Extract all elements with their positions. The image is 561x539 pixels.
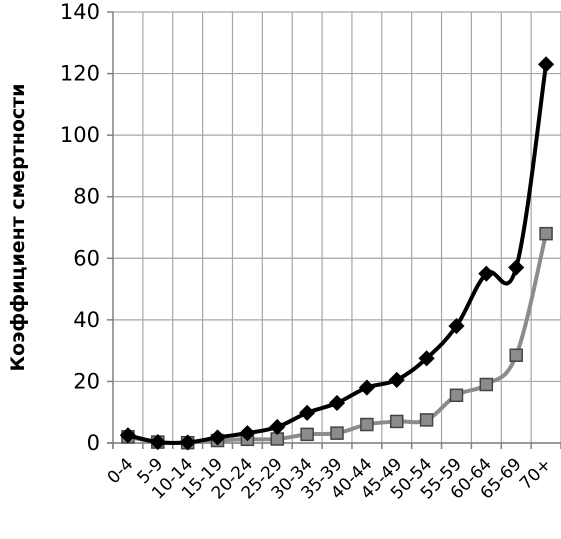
data-point-diamond bbox=[478, 265, 495, 282]
y-tick-label: 140 bbox=[60, 0, 100, 24]
series-line bbox=[127, 64, 549, 446]
y-tick-label: 0 bbox=[87, 431, 100, 455]
data-point-diamond bbox=[149, 434, 166, 451]
data-point-diamond bbox=[388, 371, 405, 388]
data-point-diamond bbox=[448, 317, 465, 335]
data-point-diamond bbox=[418, 350, 435, 367]
data-point-square bbox=[479, 377, 494, 392]
data-point-diamond bbox=[119, 427, 136, 444]
data-point-diamond bbox=[269, 418, 286, 436]
data-point-square bbox=[360, 417, 374, 432]
data-point-square bbox=[419, 413, 434, 427]
x-tick-label: 0-4 bbox=[104, 454, 138, 488]
y-tick-label: 80 bbox=[73, 185, 100, 209]
x-tick-label: 70+ bbox=[516, 454, 556, 494]
data-point-square bbox=[300, 427, 314, 442]
y-tick-labels: 0 20 40 60 80 100 120 140 bbox=[60, 0, 100, 455]
data-point-square bbox=[389, 414, 404, 429]
data-point-diamond bbox=[209, 429, 226, 446]
series-1 bbox=[119, 56, 555, 451]
data-point-diamond bbox=[328, 394, 346, 412]
y-tick-label: 20 bbox=[73, 369, 100, 393]
y-tick-label: 100 bbox=[60, 123, 100, 147]
data-point-square bbox=[539, 226, 553, 241]
data-point-square bbox=[449, 388, 464, 403]
data-point-diamond bbox=[358, 379, 375, 396]
data-point-diamond bbox=[179, 434, 196, 451]
gridlines bbox=[113, 11, 561, 444]
data-point-diamond bbox=[239, 425, 256, 442]
data-point-diamond bbox=[538, 56, 555, 73]
data-point-square bbox=[509, 348, 523, 363]
data-point-square bbox=[330, 426, 344, 440]
data-point-diamond bbox=[508, 259, 525, 276]
y-tick-label: 40 bbox=[73, 308, 100, 332]
data-point-diamond bbox=[299, 404, 316, 421]
y-tick-label: 120 bbox=[60, 62, 100, 86]
series-lines bbox=[119, 56, 555, 451]
y-tick-label: 60 bbox=[73, 246, 100, 270]
y-axis-title: Коэффициент смертности bbox=[7, 84, 29, 372]
x-tick-labels: 0-45-910-1415-1920-2425-2930-3435-3940-4… bbox=[104, 454, 556, 503]
series-line bbox=[127, 233, 549, 445]
series-2 bbox=[121, 226, 553, 450]
